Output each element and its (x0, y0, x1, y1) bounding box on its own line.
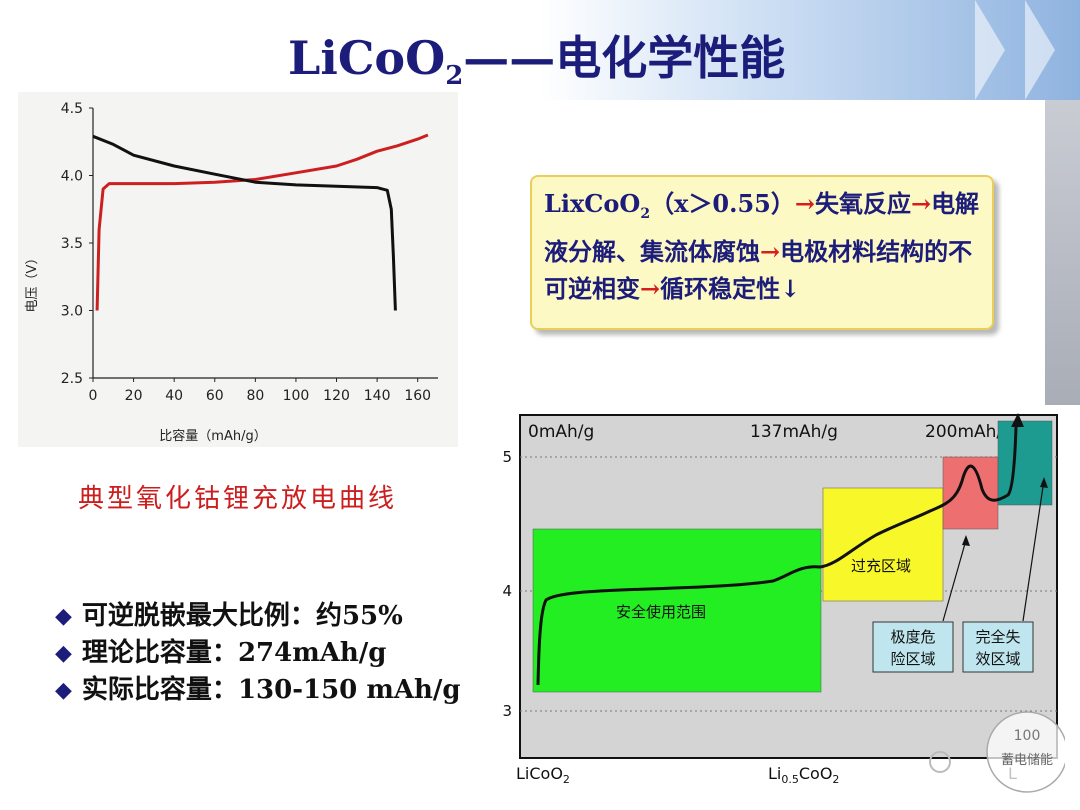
list-item: ◆ 理论比容量： 274mAh/g (55, 635, 461, 672)
callout-text: 电极材料结构的不可逆相变 (544, 236, 973, 303)
annotation-box (872, 621, 954, 673)
x-tick-label: 60 (206, 388, 224, 404)
chevron-decoration (975, 0, 1005, 100)
y-tick-label: 4.0 (61, 169, 83, 185)
voltage-curve (536, 418, 1021, 686)
bottom-label: LiCoO2 (516, 764, 570, 786)
diamond-bullet-icon: ◆ (55, 603, 72, 629)
arrow-icon: → (910, 189, 932, 218)
side-panel-decoration (1045, 100, 1080, 405)
y-tick-label: 5 (502, 448, 512, 466)
callout-formula: LixCoO (544, 189, 641, 218)
chart-caption: 典型氧化钴锂充放电曲线 (78, 484, 398, 514)
bullet-list: ◆ 可逆脱嵌最大比例： 约55% ◆ 理论比容量： 274mAh/g ◆ 实际比容量： 13… (55, 598, 461, 709)
annotation-label: 险区域 (890, 650, 935, 668)
x-tick-label: 140 (364, 388, 391, 404)
header-banner (0, 0, 1080, 100)
discharge-curve (92, 134, 397, 311)
callout-condition: （x＞0.55） (650, 189, 795, 218)
y-tick-label: 3.0 (61, 304, 83, 320)
annotation-box (962, 621, 1034, 673)
arrow-tip-icon (962, 535, 970, 546)
watermark-logo: 100 蓄电储能 (929, 711, 1065, 793)
arrow-icon: → (640, 273, 661, 303)
watermark-text: 蓄电储能 (1001, 753, 1053, 768)
x-tick-label: 80 (246, 388, 264, 404)
x-axis-label: 比容量（mAh/g） (159, 428, 266, 444)
annotation-pointer (942, 539, 967, 622)
x-tick-label: 120 (323, 388, 350, 404)
arrow-tip-icon (1011, 413, 1024, 427)
callout-text: 循环稳定性↓ (660, 273, 801, 303)
charge-curve (95, 133, 429, 311)
badge-number: 100 (1014, 728, 1041, 744)
x-tick-label: 40 (165, 388, 183, 404)
y-tick-label: 2.5 (61, 371, 83, 387)
list-item: ◆ 实际比容量： 130-150 mAh/g (55, 672, 461, 709)
badge-circle (986, 711, 1065, 793)
arrow-icon: → (760, 236, 781, 266)
page-title: LiCoO2——电化学性能 (288, 31, 786, 92)
y-tick-label: 3.5 (61, 236, 83, 252)
callout-text: 失氧反应 (814, 189, 911, 218)
x-tick-label: 100 (283, 388, 310, 404)
annotation-label: 效区域 (975, 650, 1020, 668)
bottom-label: Li0.5CoO2 (768, 764, 839, 786)
annotation-pointer (1022, 479, 1045, 622)
wechat-icon (929, 751, 951, 773)
region-label: 安全使用范围 (616, 603, 706, 621)
chevron-decoration (1025, 0, 1055, 100)
region-failed (997, 420, 1053, 506)
region-safe (532, 528, 822, 693)
top-label: 0mAh/g (528, 422, 594, 442)
diamond-bullet-icon: ◆ (55, 640, 72, 666)
arrow-tip-icon (1040, 477, 1048, 488)
top-label: 200mAh/g (925, 422, 1013, 442)
x-tick-label: 20 (125, 388, 143, 404)
region-danger (942, 456, 999, 530)
voltage-region-diagram: 5 4 3 0mAh/g 137mAh/g 200mAh/g 安全使用范围 过充… (502, 413, 1058, 786)
top-label: 137mAh/g (750, 422, 838, 442)
list-item: ◆ 可逆脱嵌最大比例： 约55% (55, 598, 461, 635)
y-axis-label: 电压（V） (25, 252, 40, 313)
diamond-bullet-icon: ◆ (55, 677, 72, 703)
y-tick-label: 4.5 (61, 101, 83, 117)
region-label: 过充区域 (851, 557, 911, 575)
annotation-label: 完全失 (975, 628, 1020, 646)
callout-box: LixCoO2（x＞0.55）→失氧反应→电解液分解、集流体腐蚀→电极材料结构的… (530, 175, 994, 330)
chart-background (18, 92, 458, 447)
annotation-label: 极度危 (890, 628, 935, 646)
x-tick-label: 160 (404, 388, 431, 404)
charge-discharge-chart: 0 20 40 60 80 100 120 140 160 2.5 3.0 3.5 4.0 4.5 比容量… (18, 92, 458, 447)
y-tick-label: 4 (502, 582, 512, 600)
arrow-icon: → (794, 189, 815, 218)
x-tick-label: 0 (89, 388, 98, 404)
region-overcharge (822, 487, 944, 602)
y-tick-label: 3 (502, 702, 512, 720)
callout-text: 电解液分解、集流体腐蚀 (544, 189, 980, 266)
